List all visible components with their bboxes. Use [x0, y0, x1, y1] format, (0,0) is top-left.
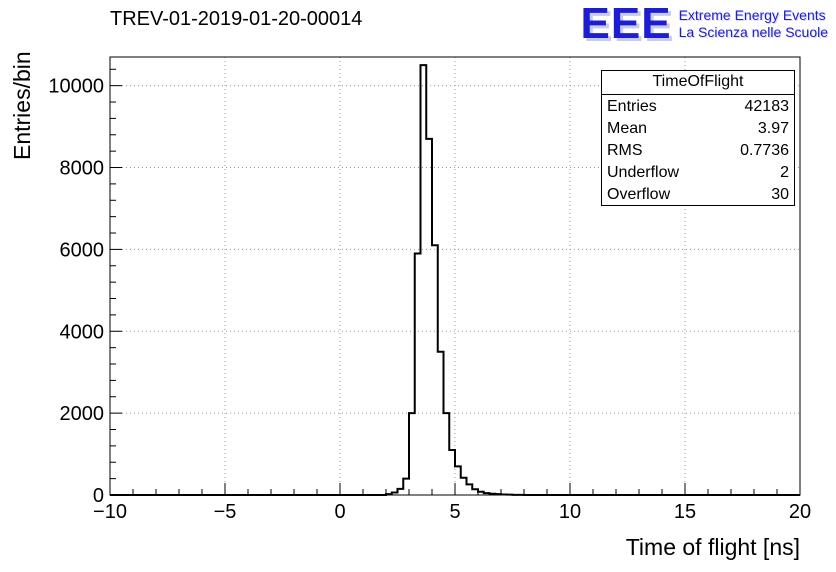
- stats-row-value: 3.97: [757, 120, 789, 137]
- svg-text:0: 0: [334, 501, 345, 523]
- svg-text:4000: 4000: [60, 321, 105, 343]
- stats-row-value: 0.7736: [740, 142, 789, 159]
- svg-text:10: 10: [559, 501, 581, 523]
- stats-row-value: 30: [771, 186, 789, 203]
- stats-box: TimeOfFlight Entries 42183 Mean 3.97 RMS 0.77…: [601, 70, 795, 206]
- page-title: TREV-01-2019-01-20-00014: [110, 8, 363, 30]
- stats-row: Mean 3.97: [602, 117, 794, 139]
- svg-text:20: 20: [789, 501, 811, 523]
- y-tick-labels: 0 2000 4000 6000 8000 10000: [48, 76, 104, 507]
- y-axis-title: Entries/bin: [9, 51, 35, 160]
- stats-rows: Entries 42183 Mean 3.97 RMS 0.7736 Underflow 2 O…: [602, 95, 794, 205]
- svg-text:6000: 6000: [60, 239, 105, 261]
- svg-text:−5: −5: [214, 501, 237, 523]
- stats-row: RMS 0.7736: [602, 139, 794, 161]
- stats-row: Entries 42183: [602, 95, 794, 117]
- svg-text:5: 5: [449, 501, 460, 523]
- x-tick-labels: −10 −5 0 5 10 15 20: [93, 501, 811, 523]
- eee-logo-line2: La Scienza nelle Scuole: [678, 24, 828, 40]
- eee-logo: EEE Extreme Energy Events La Scienza nel…: [580, 0, 828, 48]
- stats-row-value: 2: [780, 164, 789, 181]
- svg-text:0: 0: [93, 485, 104, 507]
- stats-row-value: 42183: [744, 98, 790, 115]
- stats-row-label: Underflow: [607, 164, 680, 181]
- stats-row-label: Overflow: [607, 186, 671, 203]
- svg-text:−10: −10: [93, 501, 127, 523]
- svg-text:10000: 10000: [48, 76, 104, 98]
- stats-row: Underflow 2: [602, 161, 794, 183]
- eee-logo-subtitle: Extreme Energy Events La Scienza nelle S…: [679, 4, 828, 41]
- x-axis-title: Time of flight [ns]: [626, 534, 800, 560]
- svg-text:2000: 2000: [60, 403, 105, 425]
- eee-logo-line1: Extreme Energy Events: [678, 7, 826, 23]
- gridlines: [110, 57, 800, 495]
- svg-text:8000: 8000: [60, 158, 105, 180]
- histogram-line: [110, 64, 800, 496]
- stats-row-label: Mean: [607, 120, 648, 137]
- svg-text:15: 15: [674, 501, 696, 523]
- stats-row-label: Entries: [607, 98, 657, 115]
- stats-row: Overflow 30: [602, 183, 794, 205]
- stats-box-title: TimeOfFlight: [602, 71, 794, 95]
- stats-row-label: RMS: [607, 142, 643, 159]
- eee-logo-letters: EEE: [580, 0, 672, 48]
